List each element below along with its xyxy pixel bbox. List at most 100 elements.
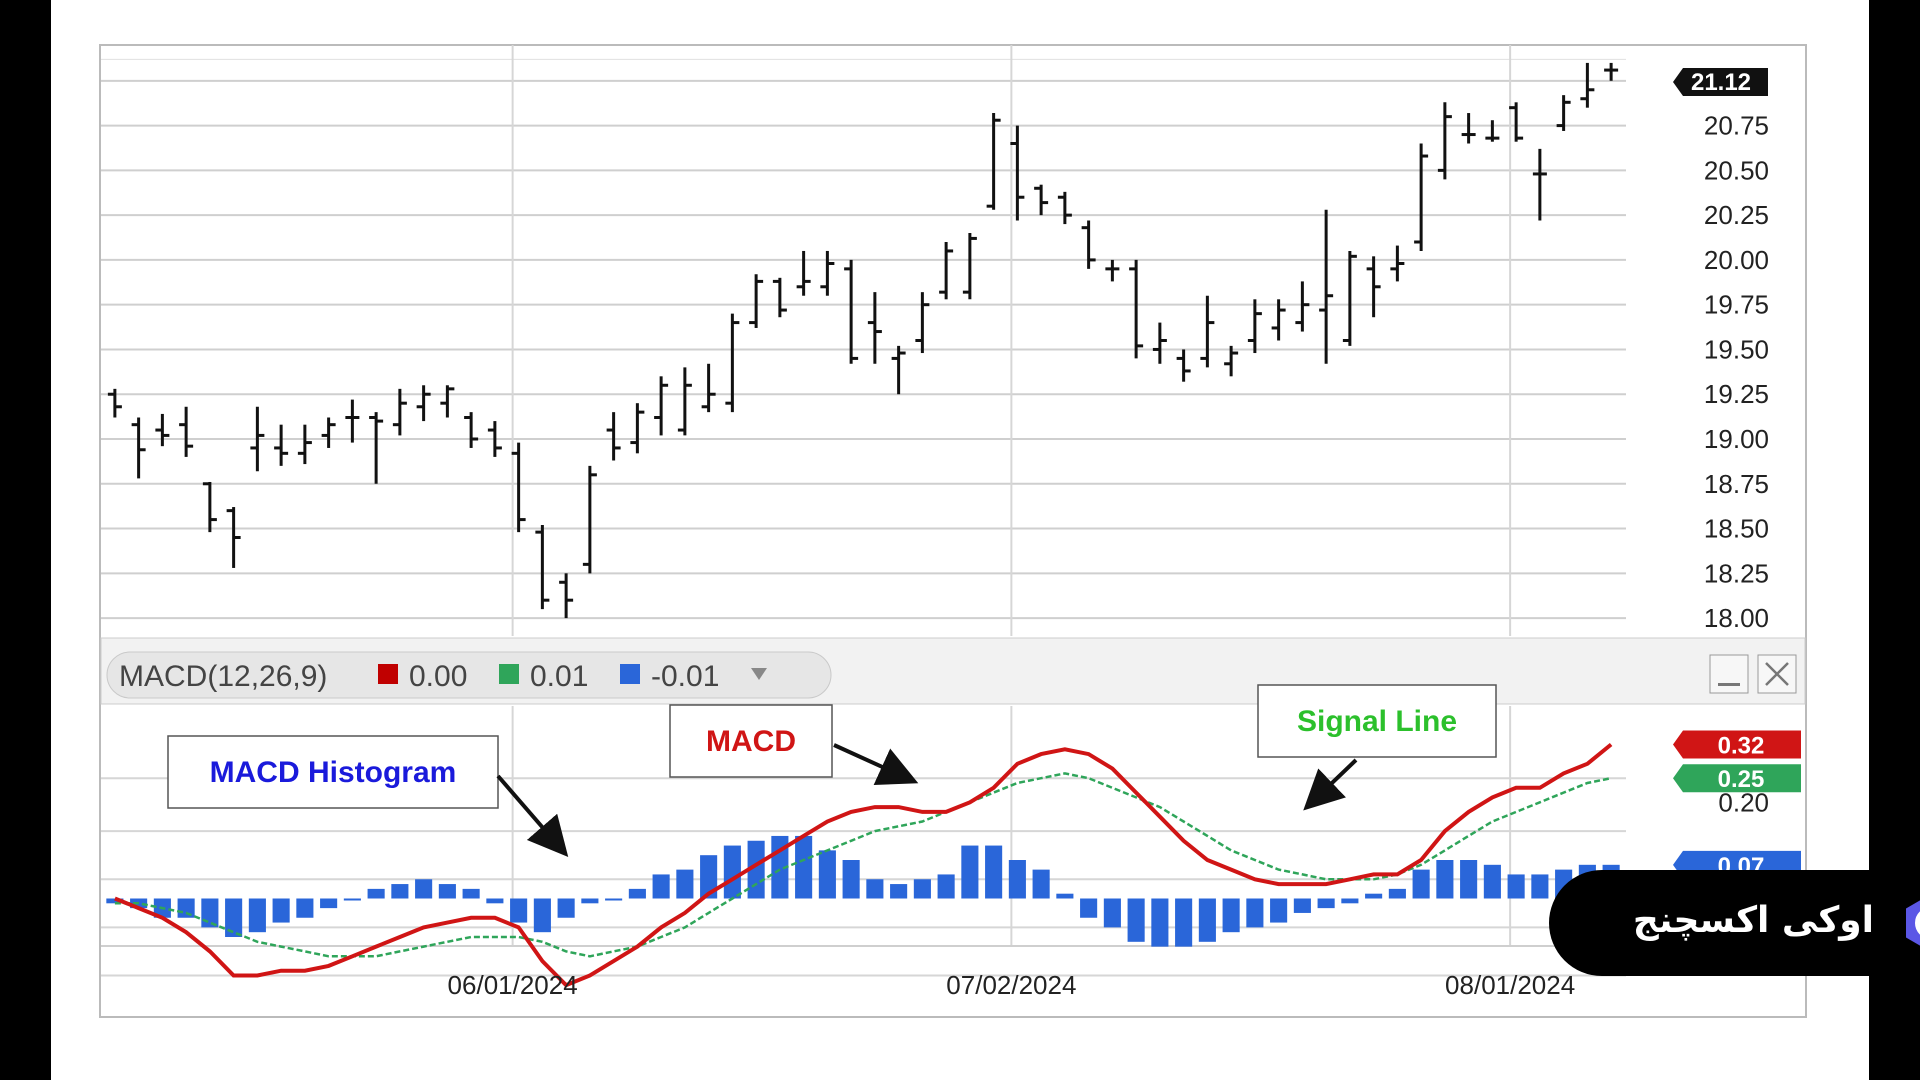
ohlc-bar	[749, 274, 764, 328]
ohlc-bar	[131, 417, 146, 479]
histogram-bar	[913, 879, 931, 899]
chart-card: 18.00 18.25 18.50 18.75 19.00 19.25 19.50 19.75…	[51, 0, 1869, 1080]
histogram-bar	[1483, 864, 1501, 899]
histogram-bar	[1198, 898, 1216, 942]
histogram-bar	[225, 898, 243, 937]
histogram-legend-swatch	[620, 664, 640, 684]
ohlc-bar	[1390, 245, 1405, 282]
price-grid	[101, 45, 1626, 636]
macd-legend[interactable]: MACD(12,26,9) 0.00 0.01 -0.01	[106, 651, 832, 699]
ohlc-bar	[1437, 102, 1452, 180]
histogram-bar	[106, 898, 124, 904]
ohlc-bar	[1414, 143, 1429, 251]
histogram-bar	[985, 845, 1003, 899]
histogram-bar	[367, 888, 385, 899]
okex-logo-icon	[1906, 900, 1920, 946]
ohlc-bar	[1295, 281, 1310, 332]
macd-legend-macd-value: 0.00	[409, 660, 467, 693]
histogram-bar	[438, 884, 456, 899]
ohlc-bar	[1034, 184, 1049, 216]
macd-line	[114, 742, 1613, 988]
ohlc-bar	[986, 113, 1001, 210]
ohlc-bar	[844, 259, 859, 364]
ohlc-bar	[464, 412, 479, 448]
ohlc-bar	[392, 388, 407, 436]
histogram-bar	[1270, 898, 1288, 923]
signal-line	[114, 772, 1612, 958]
ohlc-bar	[440, 385, 455, 418]
chart-svg: 18.00 18.25 18.50 18.75 19.00 19.25 19.50 19.75…	[99, 44, 1807, 1018]
ohlc-bar	[155, 413, 170, 447]
watermark: اوکی اکسچنج	[1549, 870, 1920, 976]
x-axis-ticks: 06/01/2024 07/02/2024 08/01/2024	[448, 970, 1576, 1000]
price-tick-label: 18.25	[1704, 558, 1769, 588]
ohlc-bar	[630, 403, 645, 454]
histogram-bar	[248, 898, 266, 933]
histogram-bar	[676, 869, 694, 899]
histogram-bar	[177, 898, 195, 918]
histogram-bar	[1412, 869, 1430, 899]
histogram-bar	[343, 898, 361, 901]
signal-callout: Signal Line	[1257, 684, 1497, 811]
ohlc-bar	[1081, 220, 1096, 269]
histogram-bar	[866, 879, 884, 899]
chevron-down-icon[interactable]	[751, 668, 767, 680]
price-tick-label: 19.50	[1704, 334, 1769, 364]
histogram-bar	[723, 845, 741, 899]
macd-lines	[114, 742, 1613, 988]
histogram-bar	[1175, 898, 1193, 947]
ohlc-bar	[416, 385, 431, 422]
ohlc-bar	[487, 421, 502, 457]
ohlc-bar	[511, 442, 526, 533]
histogram-bar	[486, 898, 504, 904]
price-tick-label: 18.75	[1704, 469, 1769, 499]
ohlc-bar	[891, 345, 906, 395]
price-tick-label: 20.75	[1704, 111, 1769, 141]
ohlc-bar	[962, 233, 977, 300]
price-tick-label: 19.25	[1704, 379, 1769, 409]
ohlc-bar	[535, 524, 550, 610]
ohlc-bar	[179, 406, 194, 457]
ohlc-bar	[1532, 148, 1547, 221]
histogram-bar	[581, 898, 599, 904]
ohlc-bar	[677, 367, 692, 436]
macd-callout: MACD	[669, 704, 919, 785]
ohlc-bar	[582, 465, 597, 574]
ohlc-bar	[1271, 299, 1286, 341]
macd-badge-label: 0.32	[1718, 733, 1765, 760]
watermark-text: اوکی اکسچنج	[1632, 900, 1874, 941]
histogram-callout-label: MACD Histogram	[210, 756, 457, 789]
histogram-bar	[1531, 874, 1549, 899]
ohlc-bar	[606, 412, 621, 461]
signal-callout-label: Signal Line	[1297, 705, 1457, 738]
close-button[interactable]	[1757, 654, 1797, 694]
histogram-bar	[1436, 860, 1454, 899]
histogram-bar	[652, 874, 670, 899]
minimize-button[interactable]	[1709, 654, 1749, 694]
histogram-bar	[961, 845, 979, 899]
ohlc-bar	[1509, 102, 1524, 142]
histogram-bar	[842, 860, 860, 899]
histogram-bar	[1103, 898, 1121, 928]
ohlc-bar	[654, 376, 669, 436]
ohlc-bar	[1057, 191, 1072, 225]
ohlc-bar	[1604, 62, 1619, 81]
signal-value-badge: 0.25	[1673, 764, 1801, 793]
histogram-bar	[296, 898, 314, 918]
ohlc-bar	[202, 481, 217, 533]
last-price-label: 21.12	[1691, 69, 1751, 96]
ohlc-bar	[1461, 113, 1476, 144]
histogram-bar	[272, 898, 290, 923]
ohlc-bar	[1319, 209, 1334, 364]
minimize-icon	[1718, 683, 1740, 686]
chart-frame	[99, 44, 1807, 1018]
ohlc-bar	[297, 424, 312, 465]
ohlc-bar	[274, 424, 289, 466]
histogram-bar	[747, 840, 765, 899]
histogram-bar	[1080, 898, 1098, 918]
price-tick-label: 18.00	[1704, 603, 1769, 633]
price-bars	[107, 62, 1619, 619]
ohlc-bar	[559, 573, 574, 619]
price-tick-label: 19.00	[1704, 424, 1769, 454]
histogram-bar	[1246, 898, 1264, 928]
